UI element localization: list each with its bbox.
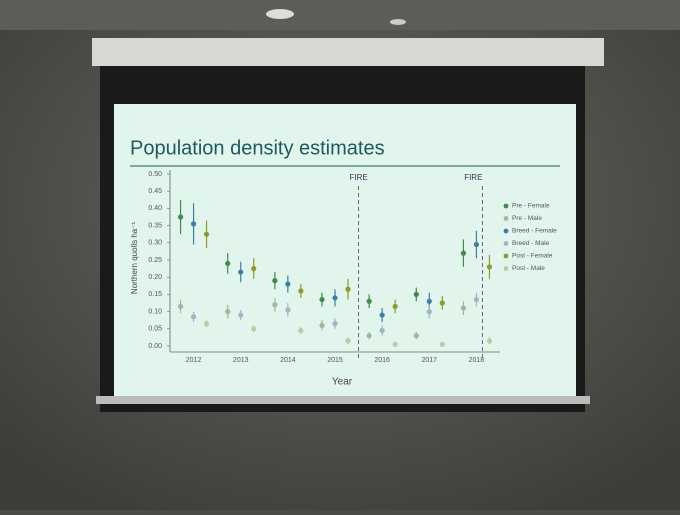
x-tick-label: 2016	[374, 357, 390, 364]
point	[177, 303, 184, 310]
point	[238, 312, 244, 318]
point	[366, 333, 372, 339]
point	[332, 321, 338, 327]
point	[285, 307, 291, 313]
point	[251, 266, 257, 272]
legend-label: Pre - Male	[512, 215, 542, 222]
y-axis-label: Northern quolls ha⁻¹	[130, 222, 139, 295]
point	[473, 241, 480, 248]
legend-label: Post - Female	[512, 253, 553, 260]
point	[203, 321, 210, 327]
legend-marker	[503, 203, 509, 209]
ceiling-light	[390, 19, 406, 25]
y-tick-label: 0.50	[148, 171, 162, 178]
point	[272, 278, 278, 284]
x-tick-label: 2018	[469, 357, 485, 364]
legend-label: Pre - Female	[512, 203, 550, 210]
point	[379, 327, 385, 334]
y-tick-label: 0.15	[148, 291, 162, 298]
point	[238, 269, 244, 275]
screen-bar	[96, 396, 590, 404]
point	[225, 260, 231, 267]
point	[319, 322, 325, 328]
x-tick-label: 2014	[280, 357, 296, 364]
point	[426, 309, 432, 315]
legend-label: Post - Male	[512, 265, 545, 272]
point	[190, 221, 197, 227]
y-tick-label: 0.30	[148, 240, 162, 247]
y-tick-label: 0.20	[148, 274, 162, 281]
legend-marker	[503, 216, 509, 221]
point	[486, 338, 493, 344]
y-tick-label: 0.40	[148, 205, 162, 212]
x-axis-label: Year	[332, 377, 353, 388]
legend-marker	[503, 253, 509, 259]
y-tick-label: 0.10	[148, 308, 162, 315]
point	[298, 288, 304, 294]
screen-housing	[92, 38, 604, 66]
annotation: FIRE	[349, 173, 367, 182]
point	[460, 305, 467, 311]
annotation: FIRE	[464, 173, 482, 182]
point	[366, 298, 372, 304]
point	[203, 231, 210, 237]
x-tick-label: 2012	[186, 357, 202, 364]
point	[285, 281, 291, 287]
point	[332, 295, 338, 301]
x-tick-label: 2015	[327, 357, 343, 364]
point	[298, 327, 304, 334]
ceiling	[0, 0, 680, 30]
point	[486, 264, 493, 270]
point	[439, 300, 445, 306]
point	[426, 298, 432, 304]
y-tick-label: 0.00	[148, 343, 162, 350]
legend-marker	[503, 266, 509, 271]
point	[190, 314, 197, 320]
ceiling-light	[266, 9, 294, 19]
point	[439, 341, 445, 347]
point	[225, 309, 231, 315]
y-tick-label: 0.25	[148, 257, 162, 264]
point	[177, 214, 184, 220]
point	[379, 312, 385, 318]
x-tick-label: 2013	[233, 357, 249, 364]
x-tick-label: 2017	[421, 357, 437, 364]
point	[413, 333, 419, 339]
point	[251, 326, 257, 332]
point	[392, 303, 398, 310]
legend-marker	[503, 241, 509, 246]
point	[345, 286, 351, 292]
legend-label: Breed - Male	[512, 240, 550, 247]
y-tick-label: 0.45	[148, 188, 162, 195]
point	[272, 302, 278, 308]
point	[413, 291, 419, 297]
point	[460, 250, 467, 256]
y-tick-label: 0.05	[148, 326, 162, 333]
screen	[114, 104, 576, 404]
point	[345, 338, 351, 344]
point	[473, 296, 480, 303]
legend-marker	[503, 228, 509, 234]
chart-title: Population density estimates	[130, 137, 385, 159]
point	[319, 296, 325, 303]
point	[392, 341, 398, 347]
y-tick-label: 0.35	[148, 222, 162, 229]
legend-label: Breed - Female	[512, 228, 557, 235]
